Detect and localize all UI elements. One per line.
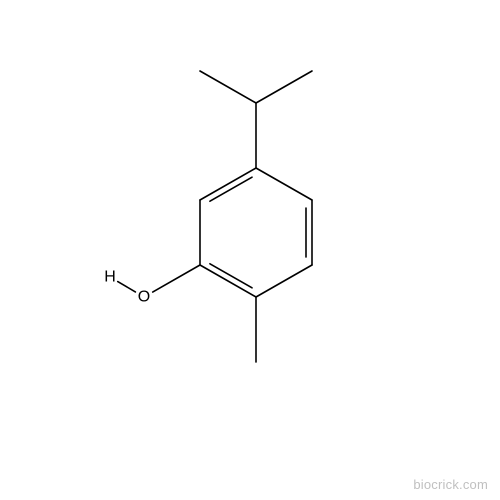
bond-line [153, 265, 200, 292]
bond-line [256, 265, 312, 297]
bond-line [118, 282, 136, 292]
atom-label-o: O [138, 289, 150, 306]
bond-line [256, 168, 312, 200]
bond-layer [118, 71, 312, 362]
bond-line [210, 177, 252, 201]
bond-line [200, 265, 256, 297]
bond-line [210, 264, 252, 288]
bond-line [200, 71, 256, 103]
molecule-diagram: OH [0, 0, 500, 500]
watermark-text: biocrick.com [413, 477, 488, 492]
bond-line [256, 71, 312, 103]
atom-label-h: H [104, 269, 116, 286]
bond-line [200, 168, 256, 200]
